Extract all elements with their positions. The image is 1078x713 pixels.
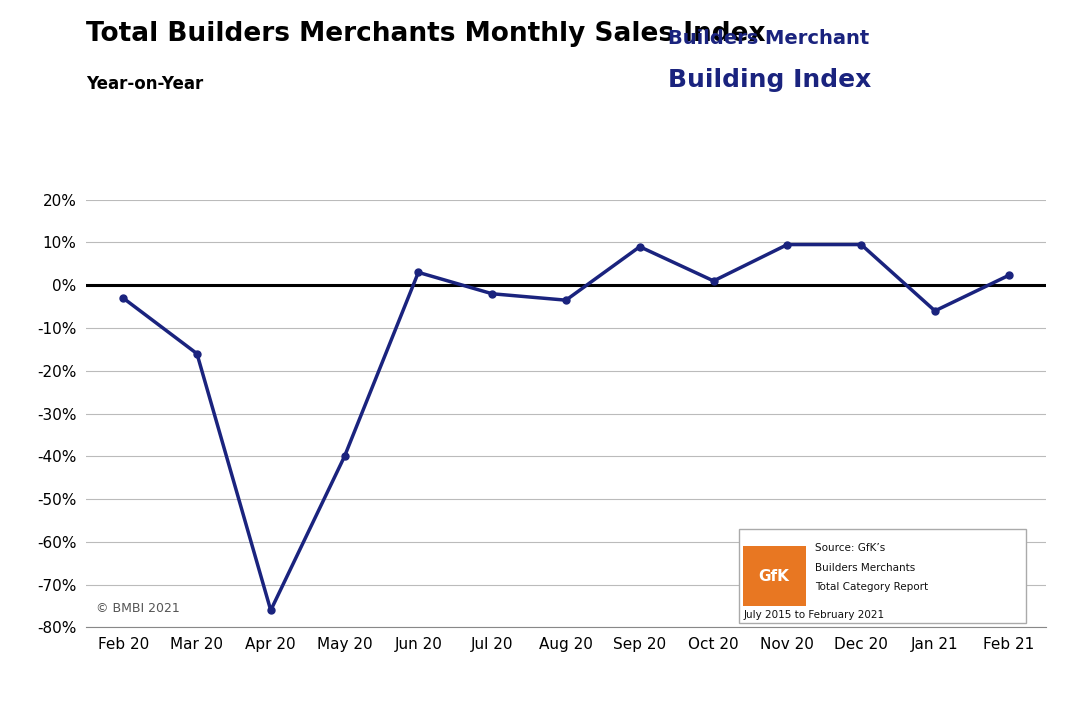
FancyBboxPatch shape <box>744 546 806 606</box>
Text: © BMBI 2021: © BMBI 2021 <box>96 602 180 615</box>
Text: Total Category Report: Total Category Report <box>815 582 928 592</box>
Text: Builders Merchants: Builders Merchants <box>815 563 915 573</box>
Text: Total Builders Merchants Monthly Sales Index: Total Builders Merchants Monthly Sales I… <box>86 21 765 47</box>
Text: GfK: GfK <box>759 568 789 584</box>
Text: Builders Merchant: Builders Merchant <box>668 29 870 48</box>
Text: Source: GfK’s: Source: GfK’s <box>815 543 886 553</box>
FancyBboxPatch shape <box>738 529 1026 623</box>
Text: Year-on-Year: Year-on-Year <box>86 75 204 93</box>
Text: July 2015 to February 2021: July 2015 to February 2021 <box>744 610 885 620</box>
Text: Building Index: Building Index <box>668 68 872 92</box>
